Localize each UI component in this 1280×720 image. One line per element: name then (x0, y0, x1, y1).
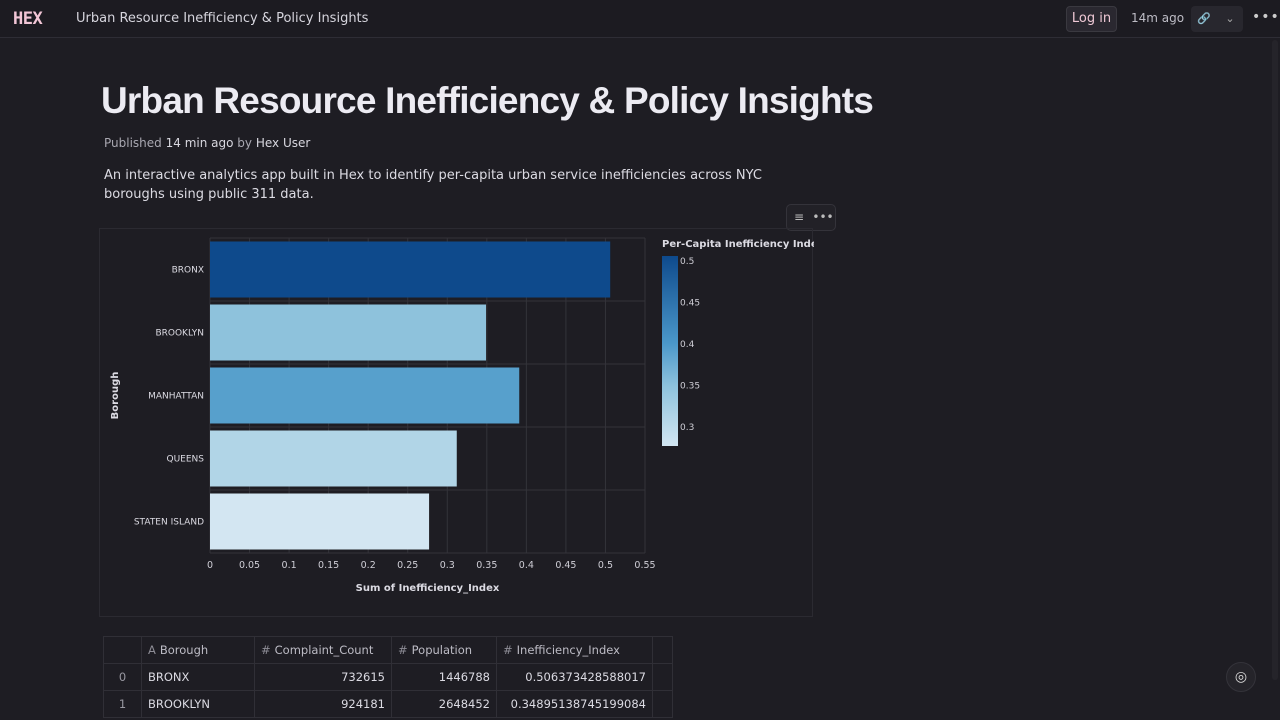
x-tick-label: 0.3 (440, 560, 455, 571)
link-icon[interactable]: 🔗 (1197, 12, 1211, 25)
x-tick-label: 0.35 (476, 560, 497, 571)
published-time: 14 min ago (165, 136, 234, 150)
login-button[interactable]: Log in (1066, 6, 1117, 32)
x-tick-label: 0.2 (361, 560, 376, 571)
share-link-button[interactable]: 🔗 ⌄ (1191, 6, 1243, 32)
extra-column (652, 636, 673, 664)
x-axis-label: Sum of Inefficiency_Index (356, 583, 500, 594)
table-row[interactable]: 0 BRONX 732615 1446788 0.506373428588017 (103, 663, 673, 691)
page-title: Urban Resource Inefficiency & Policy Ins… (101, 80, 874, 121)
table-row[interactable]: 1 BROOKLYN 924181 2648452 0.348951387451… (103, 690, 673, 718)
last-updated: 14m ago (1131, 11, 1185, 25)
index-header (103, 636, 142, 664)
more-menu-icon[interactable]: ••• (1252, 9, 1280, 25)
cell-borough[interactable]: BROOKLYN (141, 690, 255, 718)
app-title: Urban Resource Inefficiency & Policy Ins… (76, 11, 369, 26)
chart-toolbar: ≡ ••• (786, 204, 836, 231)
by-label: by (237, 136, 252, 150)
y-tick-label: MANHATTAN (148, 392, 204, 402)
bar-manhattan (210, 367, 520, 424)
number-type-icon: # (398, 643, 408, 657)
column-header-inefficiency-index[interactable]: # Inefficiency_Index (496, 636, 653, 664)
y-tick-label: QUEENS (167, 455, 205, 465)
bar-chart: 0 0.05 0.1 0.15 0.2 0.25 0.3 0.35 0.4 0.45 0.5 0.55… (99, 228, 814, 617)
cell-inefficiency-index[interactable]: 0.34895138745199084 (496, 690, 653, 718)
cell-complaint-count[interactable]: 732615 (254, 663, 392, 691)
legend-tick-label: 0.3 (680, 423, 694, 433)
cell-empty (652, 690, 673, 718)
cell-empty (652, 663, 673, 691)
legend-tick-label: 0.5 (680, 257, 694, 267)
published-label: Published (104, 136, 162, 150)
bar-bronx (210, 241, 611, 298)
header-label: Complaint_Count (274, 643, 374, 657)
legend-tick-label: 0.45 (680, 298, 700, 308)
row-index: 1 (103, 690, 142, 718)
x-tick-label: 0.1 (282, 560, 297, 571)
scrollbar[interactable] (1272, 40, 1278, 680)
published-info: Published 14 min ago by Hex User (104, 136, 310, 150)
filter-icon[interactable]: ≡ (793, 210, 805, 224)
cell-borough[interactable]: BRONX (141, 663, 255, 691)
top-bar: HEX Urban Resource Inefficiency & Policy… (0, 0, 1280, 38)
x-tick-label: 0.45 (555, 560, 576, 571)
x-tick-label: 0.25 (397, 560, 418, 571)
header-label: Population (411, 643, 473, 657)
y-axis-label: Borough (110, 372, 121, 420)
column-header-borough[interactable]: A Borough (141, 636, 255, 664)
cell-complaint-count[interactable]: 924181 (254, 690, 392, 718)
legend-title: Per-Capita Inefficiency Index (662, 239, 814, 250)
x-tick-label: 0.05 (239, 560, 260, 571)
legend-tick-label: 0.35 (680, 381, 700, 391)
cell-inefficiency-index[interactable]: 0.506373428588017 (496, 663, 653, 691)
help-button[interactable]: ◎ (1226, 662, 1256, 692)
number-type-icon: # (503, 643, 513, 657)
hex-logo[interactable]: HEX (13, 9, 43, 29)
header-label: Borough (159, 643, 209, 657)
row-index: 0 (103, 663, 142, 691)
cell-population[interactable]: 2648452 (391, 690, 497, 718)
y-tick-label: BROOKLYN (155, 329, 204, 339)
number-type-icon: # (261, 643, 271, 657)
author: Hex User (255, 136, 311, 150)
x-tick-label: 0.4 (519, 560, 534, 571)
chart-svg: 0 0.05 0.1 0.15 0.2 0.25 0.3 0.35 0.4 0.45 0.5 0.55… (110, 237, 814, 594)
y-tick-label: BRONX (172, 266, 204, 276)
header-label: Inefficiency_Index (516, 643, 620, 657)
data-table: A Borough # Complaint_Count # Population # I… (103, 636, 673, 718)
column-header-population[interactable]: # Population (391, 636, 497, 664)
column-header-complaint-count[interactable]: # Complaint_Count (254, 636, 392, 664)
bar-staten-island (210, 493, 430, 550)
bar-queens (210, 430, 457, 487)
y-tick-label: STATEN ISLAND (134, 518, 204, 528)
x-tick-label: 0.5 (598, 560, 613, 571)
description: An interactive analytics app built in He… (104, 168, 762, 202)
x-tick-label: 0.15 (318, 560, 339, 571)
text-type-icon: A (148, 643, 156, 657)
table-header: A Borough # Complaint_Count # Population # I… (103, 636, 673, 664)
cell-population[interactable]: 1446788 (391, 663, 497, 691)
color-scale-bar (662, 256, 678, 446)
chevron-down-icon[interactable]: ⌄ (1225, 12, 1235, 25)
legend-tick-label: 0.4 (680, 340, 695, 350)
x-tick-label: 0 (207, 560, 213, 571)
x-tick-label: 0.55 (634, 560, 655, 571)
bar-brooklyn (210, 304, 487, 361)
chart-more-icon[interactable]: ••• (812, 210, 834, 224)
